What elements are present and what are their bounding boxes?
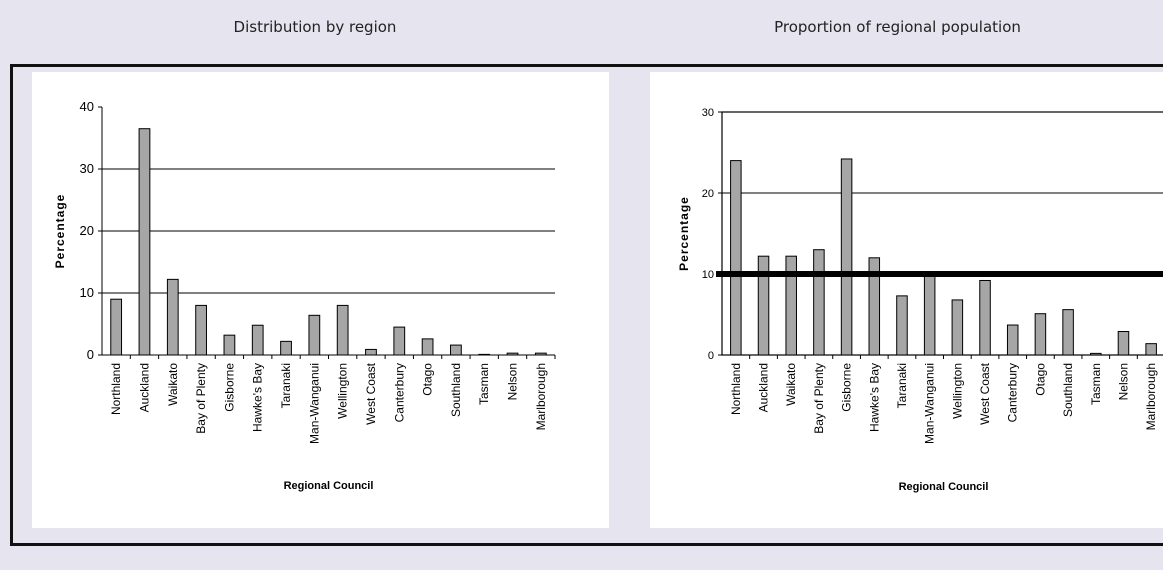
bar: [1006, 324, 1019, 356]
x-tick-label: Hawke's Bay: [251, 363, 265, 432]
x-tick-label: Nelson: [506, 363, 520, 400]
x-tick-label: Northland: [729, 363, 743, 415]
bar: [506, 352, 519, 356]
x-tick-label: Bay of Plenty: [812, 363, 826, 434]
x-tick-label: Marlborough: [534, 363, 548, 430]
bar: [166, 278, 179, 356]
bar: [534, 352, 547, 356]
bar: [365, 348, 377, 356]
bar: [195, 304, 207, 356]
x-tick-label: Canterbury: [1006, 363, 1020, 422]
x-tick-label: Wellington: [950, 363, 964, 419]
y-tick-label: 10: [80, 285, 94, 300]
y-tick-label: 40: [80, 99, 94, 114]
bar: [138, 128, 151, 356]
x-tick-label: Tasman: [1089, 363, 1103, 405]
y-axis-title: Percentage: [677, 196, 691, 271]
y-tick-label: 0: [708, 350, 714, 362]
x-tick-label: Auckland: [757, 363, 771, 412]
distribution-chart: 0 10 20 30 40 Northland Auckland Waikato Bay of …: [53, 99, 556, 492]
bar: [251, 324, 264, 356]
bar: [923, 273, 936, 356]
left-chart-heading: Distribution by region: [233, 18, 397, 36]
x-tick-label: Waikato: [784, 363, 798, 406]
bar: [223, 334, 236, 356]
bar: [308, 314, 321, 356]
bar: [1145, 343, 1157, 356]
x-tick-label: Man-Wanganui: [307, 363, 321, 444]
x-tick-label: Otago: [421, 363, 435, 396]
bar: [336, 304, 349, 356]
x-tick-label: Southland: [449, 363, 463, 417]
bar: [110, 298, 123, 356]
x-tick-label: West Coast: [978, 362, 992, 424]
bar: [1090, 352, 1102, 356]
bar: [393, 326, 406, 356]
distribution-chart-area: 0 10 20 30 40 Northland Auckland Waikato Bay of …: [32, 72, 609, 528]
bar: [896, 295, 908, 356]
bar: [951, 299, 964, 356]
proportion-chart-area: 0 10 20 30 Northland Auckland Waikato Bay of Pl…: [650, 72, 1163, 528]
x-tick-label: Otago: [1033, 363, 1047, 396]
bar: [840, 158, 853, 356]
right-chart-heading: Proportion of regional population: [774, 18, 1021, 36]
bar: [1034, 313, 1047, 356]
x-tick-label: Gisborne: [840, 363, 854, 412]
bar: [757, 255, 770, 356]
x-tick-label: Man-Wanganui: [923, 363, 937, 444]
x-tick-label: Taranaki: [895, 363, 909, 408]
bar: [1062, 309, 1074, 356]
bar: [421, 338, 434, 356]
x-tick-label: Nelson: [1116, 363, 1130, 400]
x-tick-label: Tasman: [477, 363, 491, 405]
bar: [785, 255, 797, 356]
bar: [868, 257, 881, 356]
proportion-chart: 0 10 20 30 Northland Auckland Waikato Bay of Pl…: [677, 107, 1163, 493]
y-tick-label: 0: [87, 347, 94, 362]
x-tick-label: Bay of Plenty: [194, 363, 208, 434]
x-tick-label: Auckland: [137, 363, 151, 412]
bar: [450, 344, 462, 356]
y-axis-title: Percentage: [53, 194, 67, 269]
x-axis-title: Regional Council: [899, 481, 989, 493]
x-axis-title: Regional Council: [284, 480, 374, 492]
bar: [478, 353, 491, 356]
y-tick-label: 10: [702, 269, 714, 281]
bar: [280, 340, 292, 356]
x-tick-label: Canterbury: [392, 363, 406, 422]
bar: [1117, 331, 1130, 356]
x-tick-label: Hawke's Bay: [867, 363, 881, 432]
x-tick-label: Wellington: [336, 363, 350, 419]
bar: [979, 279, 991, 356]
bar: [813, 249, 825, 356]
x-tick-label: West Coast: [364, 362, 378, 424]
y-tick-label: 20: [702, 188, 714, 200]
bar: [730, 160, 742, 356]
x-tick-label: Waikato: [166, 363, 180, 406]
x-tick-label: Northland: [109, 363, 123, 415]
x-tick-label: Marlborough: [1144, 363, 1158, 430]
x-tick-label: Southland: [1061, 363, 1075, 417]
x-tick-label: Gisborne: [222, 363, 236, 412]
y-tick-label: 30: [80, 161, 94, 176]
x-tick-label: Taranaki: [279, 363, 293, 408]
y-tick-label: 20: [80, 223, 94, 238]
y-tick-label: 30: [702, 107, 714, 119]
